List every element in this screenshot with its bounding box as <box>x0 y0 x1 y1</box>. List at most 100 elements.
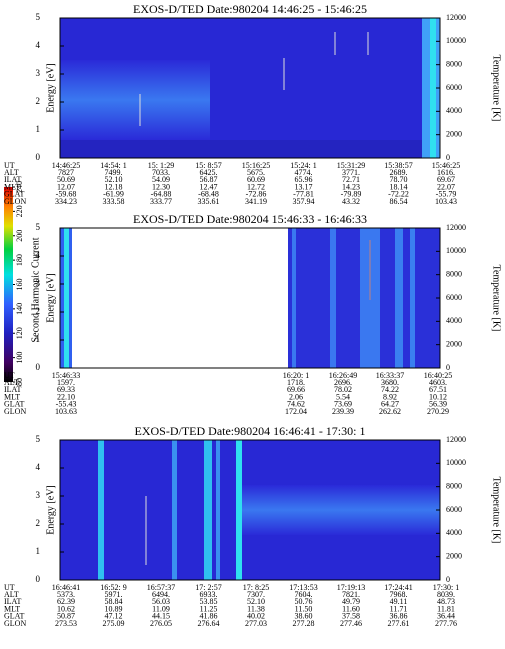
table-cell: 17:19:13 <box>337 583 365 592</box>
table-cell: 41.86 <box>200 612 218 621</box>
table-cell: 14:54: 1 <box>100 161 126 170</box>
table-cell: 335.61 <box>198 197 220 206</box>
table-cell: 37.58 <box>342 612 360 621</box>
y2-tick-label: 4000 <box>446 316 462 325</box>
table-cell: 15:46:33 <box>52 371 80 380</box>
table-cell: 52.10 <box>247 597 265 606</box>
y-tick-label: 0 <box>36 574 41 584</box>
table-cell: -64.88 <box>151 190 172 199</box>
row-label: GLON <box>4 197 26 206</box>
table-cell: 50.69 <box>57 175 75 184</box>
table-cell: 15:38:57 <box>384 161 412 170</box>
table-cell: 18.14 <box>390 182 408 191</box>
table-cell: 17:30: 1 <box>433 583 459 592</box>
table-cell: 10.12 <box>429 392 447 401</box>
y-tick-label: 1 <box>36 334 41 344</box>
y-tick-label: 0 <box>36 152 41 162</box>
table-cell: 17: 2:57 <box>195 583 221 592</box>
table-cell: -55.43 <box>56 400 77 409</box>
table-cell: 74.62 <box>287 400 305 409</box>
table-cell: 5373. <box>57 590 75 599</box>
table-cell: 56.87 <box>200 175 218 184</box>
y-tick-label: 4 <box>36 462 41 472</box>
table-cell: 11.25 <box>200 604 218 613</box>
spectrogram <box>60 228 440 368</box>
table-cell: 11.71 <box>390 604 408 613</box>
spectrogram <box>60 440 440 580</box>
colorbar-tick-label: 220 <box>15 205 24 217</box>
table-cell: 44.15 <box>152 612 170 621</box>
table-cell: -59.68 <box>56 190 77 199</box>
row-label: GLON <box>4 407 26 416</box>
table-cell: 15: 1:29 <box>148 161 174 170</box>
y2-tick-label: 0 <box>446 575 450 584</box>
colorbar-tick-label: 200 <box>15 230 24 242</box>
table-cell: 12.18 <box>105 182 123 191</box>
table-cell: 7821. <box>342 590 360 599</box>
y-tick-label: 0 <box>36 362 41 372</box>
table-cell: 74.22 <box>381 385 399 394</box>
table-cell: 5971. <box>105 590 123 599</box>
table-cell: 7033. <box>152 168 170 177</box>
y2-tick-label: 0 <box>446 153 450 162</box>
table-cell: 48.73 <box>437 597 455 606</box>
y2-tick-label: 2000 <box>446 551 462 560</box>
table-cell: 69.33 <box>57 385 75 394</box>
panel-title: EXOS-D/TED Date:980204 15:46:33 - 16:46:… <box>133 212 367 226</box>
table-cell: 16:20: 1 <box>283 371 309 380</box>
table-cell: 40.02 <box>247 612 265 621</box>
y2-axis-label: Temperature [K] <box>491 265 502 332</box>
row-label: GLAT <box>4 612 25 621</box>
table-cell: 69.66 <box>287 385 305 394</box>
y2-tick-label: 2000 <box>446 339 462 348</box>
table-cell: 3771. <box>342 168 360 177</box>
y-axis-label: Energy [eV] <box>45 273 56 323</box>
table-cell: 7499. <box>105 168 123 177</box>
table-cell: 78.70 <box>390 175 408 184</box>
table-cell: -72.22 <box>388 190 409 199</box>
table-cell: 13.17 <box>295 182 313 191</box>
row-label: ILAT <box>4 597 21 606</box>
table-cell: 239.39 <box>332 407 354 416</box>
table-cell: 333.77 <box>150 197 172 206</box>
table-cell: 1616. <box>437 168 455 177</box>
y-tick-label: 3 <box>36 68 41 78</box>
table-cell: 1718. <box>287 378 305 387</box>
table-cell: 49.79 <box>342 597 360 606</box>
y2-tick-label: 10000 <box>446 246 466 255</box>
table-cell: 62.39 <box>57 597 75 606</box>
table-cell: 2696. <box>334 378 352 387</box>
y2-tick-label: 12000 <box>446 13 466 22</box>
table-cell: 14:46:25 <box>52 161 80 170</box>
row-label: UT <box>4 371 15 380</box>
y-tick-label: 4 <box>36 250 41 260</box>
y-tick-label: 3 <box>36 278 41 288</box>
table-cell: 273.53 <box>55 619 77 628</box>
table-cell: 22.10 <box>57 392 75 401</box>
table-cell: 15:24: 1 <box>290 161 316 170</box>
table-cell: 1597. <box>57 378 75 387</box>
table-cell: 8039. <box>437 590 455 599</box>
table-cell: 277.03 <box>245 619 267 628</box>
table-cell: 11.09 <box>152 604 170 613</box>
table-cell: 4603. <box>429 378 447 387</box>
table-cell: -77.81 <box>293 190 314 199</box>
table-cell: 69.67 <box>437 175 455 184</box>
table-cell: 8.92 <box>383 392 397 401</box>
colorbar-tick-label: 240 <box>15 181 24 193</box>
table-cell: 12.72 <box>247 182 265 191</box>
table-cell: 78.02 <box>334 385 352 394</box>
table-cell: 54.09 <box>152 175 170 184</box>
y-tick-label: 5 <box>36 434 41 444</box>
y2-tick-label: 6000 <box>446 293 462 302</box>
table-cell: 2689. <box>390 168 408 177</box>
row-label: ALT <box>4 378 19 387</box>
y-tick-label: 3 <box>36 490 41 500</box>
row-label: MLT <box>4 392 20 401</box>
table-cell: 270.29 <box>427 407 449 416</box>
y2-tick-label: 4000 <box>446 528 462 537</box>
y-tick-label: 4 <box>36 40 41 50</box>
row-label: MLT <box>4 604 20 613</box>
y2-tick-label: 8000 <box>446 269 462 278</box>
table-cell: 7827 <box>58 168 74 177</box>
